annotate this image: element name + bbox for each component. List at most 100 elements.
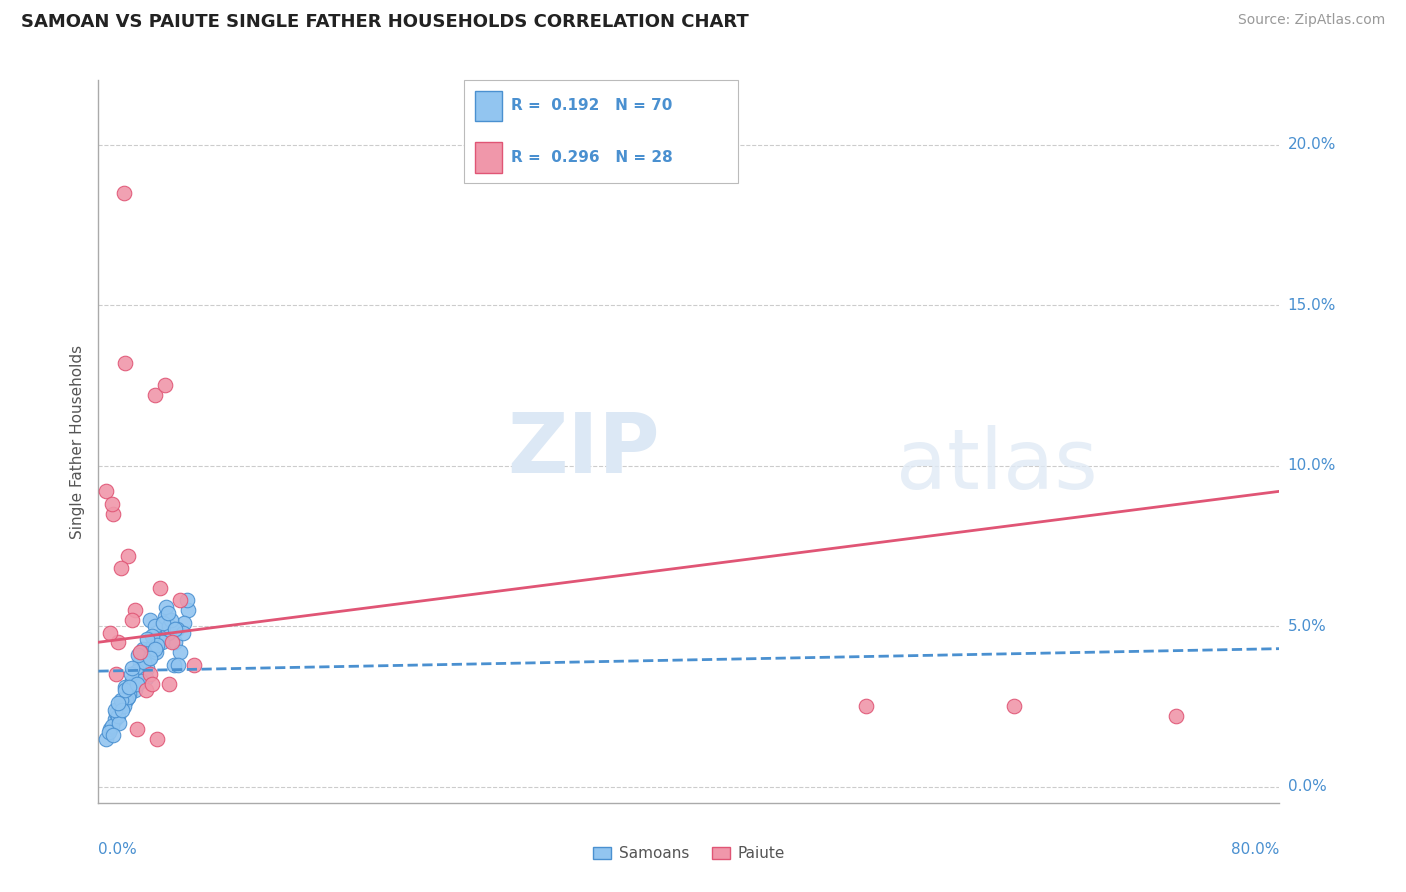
Point xyxy=(117,690,139,704)
Point xyxy=(149,629,172,643)
Point xyxy=(139,667,162,681)
Point xyxy=(165,635,187,649)
Point xyxy=(94,731,117,746)
Text: ZIP: ZIP xyxy=(508,409,659,490)
Point xyxy=(103,507,125,521)
Point xyxy=(118,687,141,701)
Point xyxy=(105,667,128,681)
Point xyxy=(149,581,172,595)
Point xyxy=(139,651,162,665)
Point xyxy=(855,699,877,714)
Text: 15.0%: 15.0% xyxy=(1288,298,1336,312)
Point xyxy=(122,677,145,691)
Point xyxy=(153,378,176,392)
Point xyxy=(173,615,195,630)
Point xyxy=(146,731,169,746)
Text: 5.0%: 5.0% xyxy=(1288,619,1326,633)
Point xyxy=(141,677,163,691)
Point xyxy=(1002,699,1025,714)
Point xyxy=(111,696,134,710)
Point xyxy=(104,703,127,717)
Point xyxy=(111,703,134,717)
Point xyxy=(107,709,129,723)
Point xyxy=(120,677,142,691)
Point xyxy=(155,599,177,614)
Text: 20.0%: 20.0% xyxy=(1288,137,1336,152)
Point xyxy=(98,722,121,736)
Point xyxy=(94,484,117,499)
Point xyxy=(150,635,173,649)
Point xyxy=(110,699,132,714)
Text: 0.0%: 0.0% xyxy=(1288,780,1326,794)
Text: SAMOAN VS PAIUTE SINGLE FATHER HOUSEHOLDS CORRELATION CHART: SAMOAN VS PAIUTE SINGLE FATHER HOUSEHOLD… xyxy=(21,13,749,31)
FancyBboxPatch shape xyxy=(475,91,502,121)
Point xyxy=(117,549,139,563)
Point xyxy=(165,623,187,637)
Text: R =  0.192   N = 70: R = 0.192 N = 70 xyxy=(510,98,672,113)
Text: 10.0%: 10.0% xyxy=(1288,458,1336,473)
Point xyxy=(128,655,150,669)
Point xyxy=(156,607,179,621)
Point xyxy=(98,625,121,640)
Point xyxy=(139,613,162,627)
Point xyxy=(162,635,183,649)
Point xyxy=(141,629,163,643)
Point xyxy=(138,651,160,665)
Point xyxy=(1166,709,1188,723)
Point xyxy=(135,671,157,685)
Point xyxy=(97,725,120,739)
Y-axis label: Single Father Households: Single Father Households xyxy=(69,344,84,539)
Text: 80.0%: 80.0% xyxy=(1232,842,1279,856)
Text: R =  0.296   N = 28: R = 0.296 N = 28 xyxy=(510,150,672,165)
Point xyxy=(121,613,143,627)
Point xyxy=(124,683,146,698)
Point xyxy=(146,639,169,653)
Text: 0.0%: 0.0% xyxy=(98,842,138,856)
Point xyxy=(121,673,143,688)
Point xyxy=(132,641,155,656)
Point xyxy=(169,593,191,607)
Point xyxy=(152,615,174,630)
Point xyxy=(117,690,139,704)
Point xyxy=(107,635,129,649)
Point xyxy=(172,625,194,640)
Text: atlas: atlas xyxy=(896,425,1097,506)
Point xyxy=(114,356,136,370)
Point xyxy=(142,639,165,653)
Point xyxy=(157,677,180,691)
Point xyxy=(143,388,166,402)
Point xyxy=(124,603,146,617)
Point xyxy=(107,696,129,710)
Point xyxy=(118,680,141,694)
Point xyxy=(156,625,179,640)
Point xyxy=(127,667,149,681)
Point xyxy=(134,648,156,662)
Point xyxy=(114,683,136,698)
Point xyxy=(136,632,159,646)
Point xyxy=(125,677,148,691)
Point xyxy=(110,561,132,575)
Point xyxy=(121,661,143,675)
Point xyxy=(167,657,190,672)
Legend: Samoans, Paiute: Samoans, Paiute xyxy=(586,840,792,867)
Point xyxy=(120,667,142,681)
Point xyxy=(177,603,200,617)
Point xyxy=(176,593,198,607)
Point xyxy=(134,655,156,669)
Point xyxy=(103,728,125,742)
Point xyxy=(105,706,128,720)
Text: Source: ZipAtlas.com: Source: ZipAtlas.com xyxy=(1237,13,1385,28)
Point xyxy=(145,645,167,659)
Point xyxy=(136,661,159,675)
Point xyxy=(112,186,135,200)
Point xyxy=(159,613,181,627)
Point xyxy=(108,715,131,730)
Point xyxy=(163,657,186,672)
Point xyxy=(100,719,122,733)
Point xyxy=(153,609,176,624)
Point xyxy=(125,722,148,736)
Point xyxy=(115,693,138,707)
Point xyxy=(143,619,166,633)
Point xyxy=(157,619,180,633)
Point xyxy=(104,712,127,726)
